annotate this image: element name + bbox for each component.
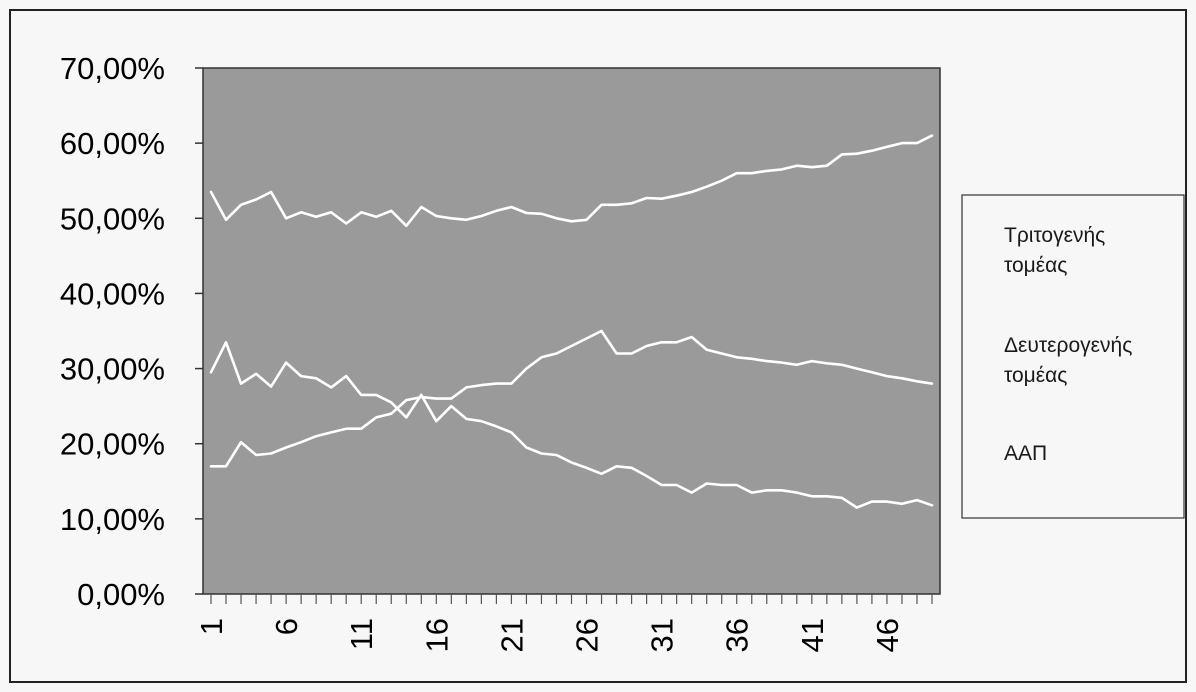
x-tick-label: 26: [570, 618, 605, 652]
series-group: [209, 134, 934, 509]
y-tick-label: 50,00%: [60, 201, 165, 236]
y-tick-label: 0,00%: [77, 577, 165, 612]
x-tick-label: 36: [720, 618, 755, 652]
x-axis: 1 6 11 16 21 26 31 36 41 46: [194, 594, 933, 652]
series-line-2: [209, 329, 934, 468]
series-line-3: [209, 340, 934, 509]
x-tick-label: 21: [494, 618, 529, 652]
x-tick-label: 31: [645, 618, 680, 652]
x-tick-label: 46: [870, 618, 905, 652]
x-tick-label: 6: [269, 618, 304, 635]
y-tick-label: 70,00%: [60, 51, 165, 86]
x-tick-label: 41: [795, 618, 830, 652]
y-tick-label: 60,00%: [60, 126, 165, 161]
y-tick-label: 20,00%: [60, 427, 165, 462]
legend-entry-2: Δευτερογενής τομέας: [1004, 334, 1132, 387]
series-line-1: [209, 134, 934, 228]
plot-area: [202, 67, 941, 595]
legend-box: [961, 194, 1185, 519]
y-tick-label: 40,00%: [60, 276, 165, 311]
legend-entry-3: ΑΑΠ: [1004, 442, 1047, 465]
x-tick-label: 1: [194, 618, 229, 635]
y-axis: 0,00% 10,00% 20,00% 30,00% 40,00% 50,00% 60,00…: [60, 51, 203, 612]
legend: Τριτογενής τομέας Δευτερογενής τομέας ΑΑΠ: [961, 194, 1185, 519]
x-tick-label: 11: [344, 618, 379, 650]
legend-entry-1: Τριτογενής τομέας: [1004, 224, 1105, 277]
y-tick-label: 30,00%: [60, 352, 165, 387]
x-tick-label: 16: [419, 618, 454, 652]
y-tick-label: 10,00%: [60, 502, 165, 537]
